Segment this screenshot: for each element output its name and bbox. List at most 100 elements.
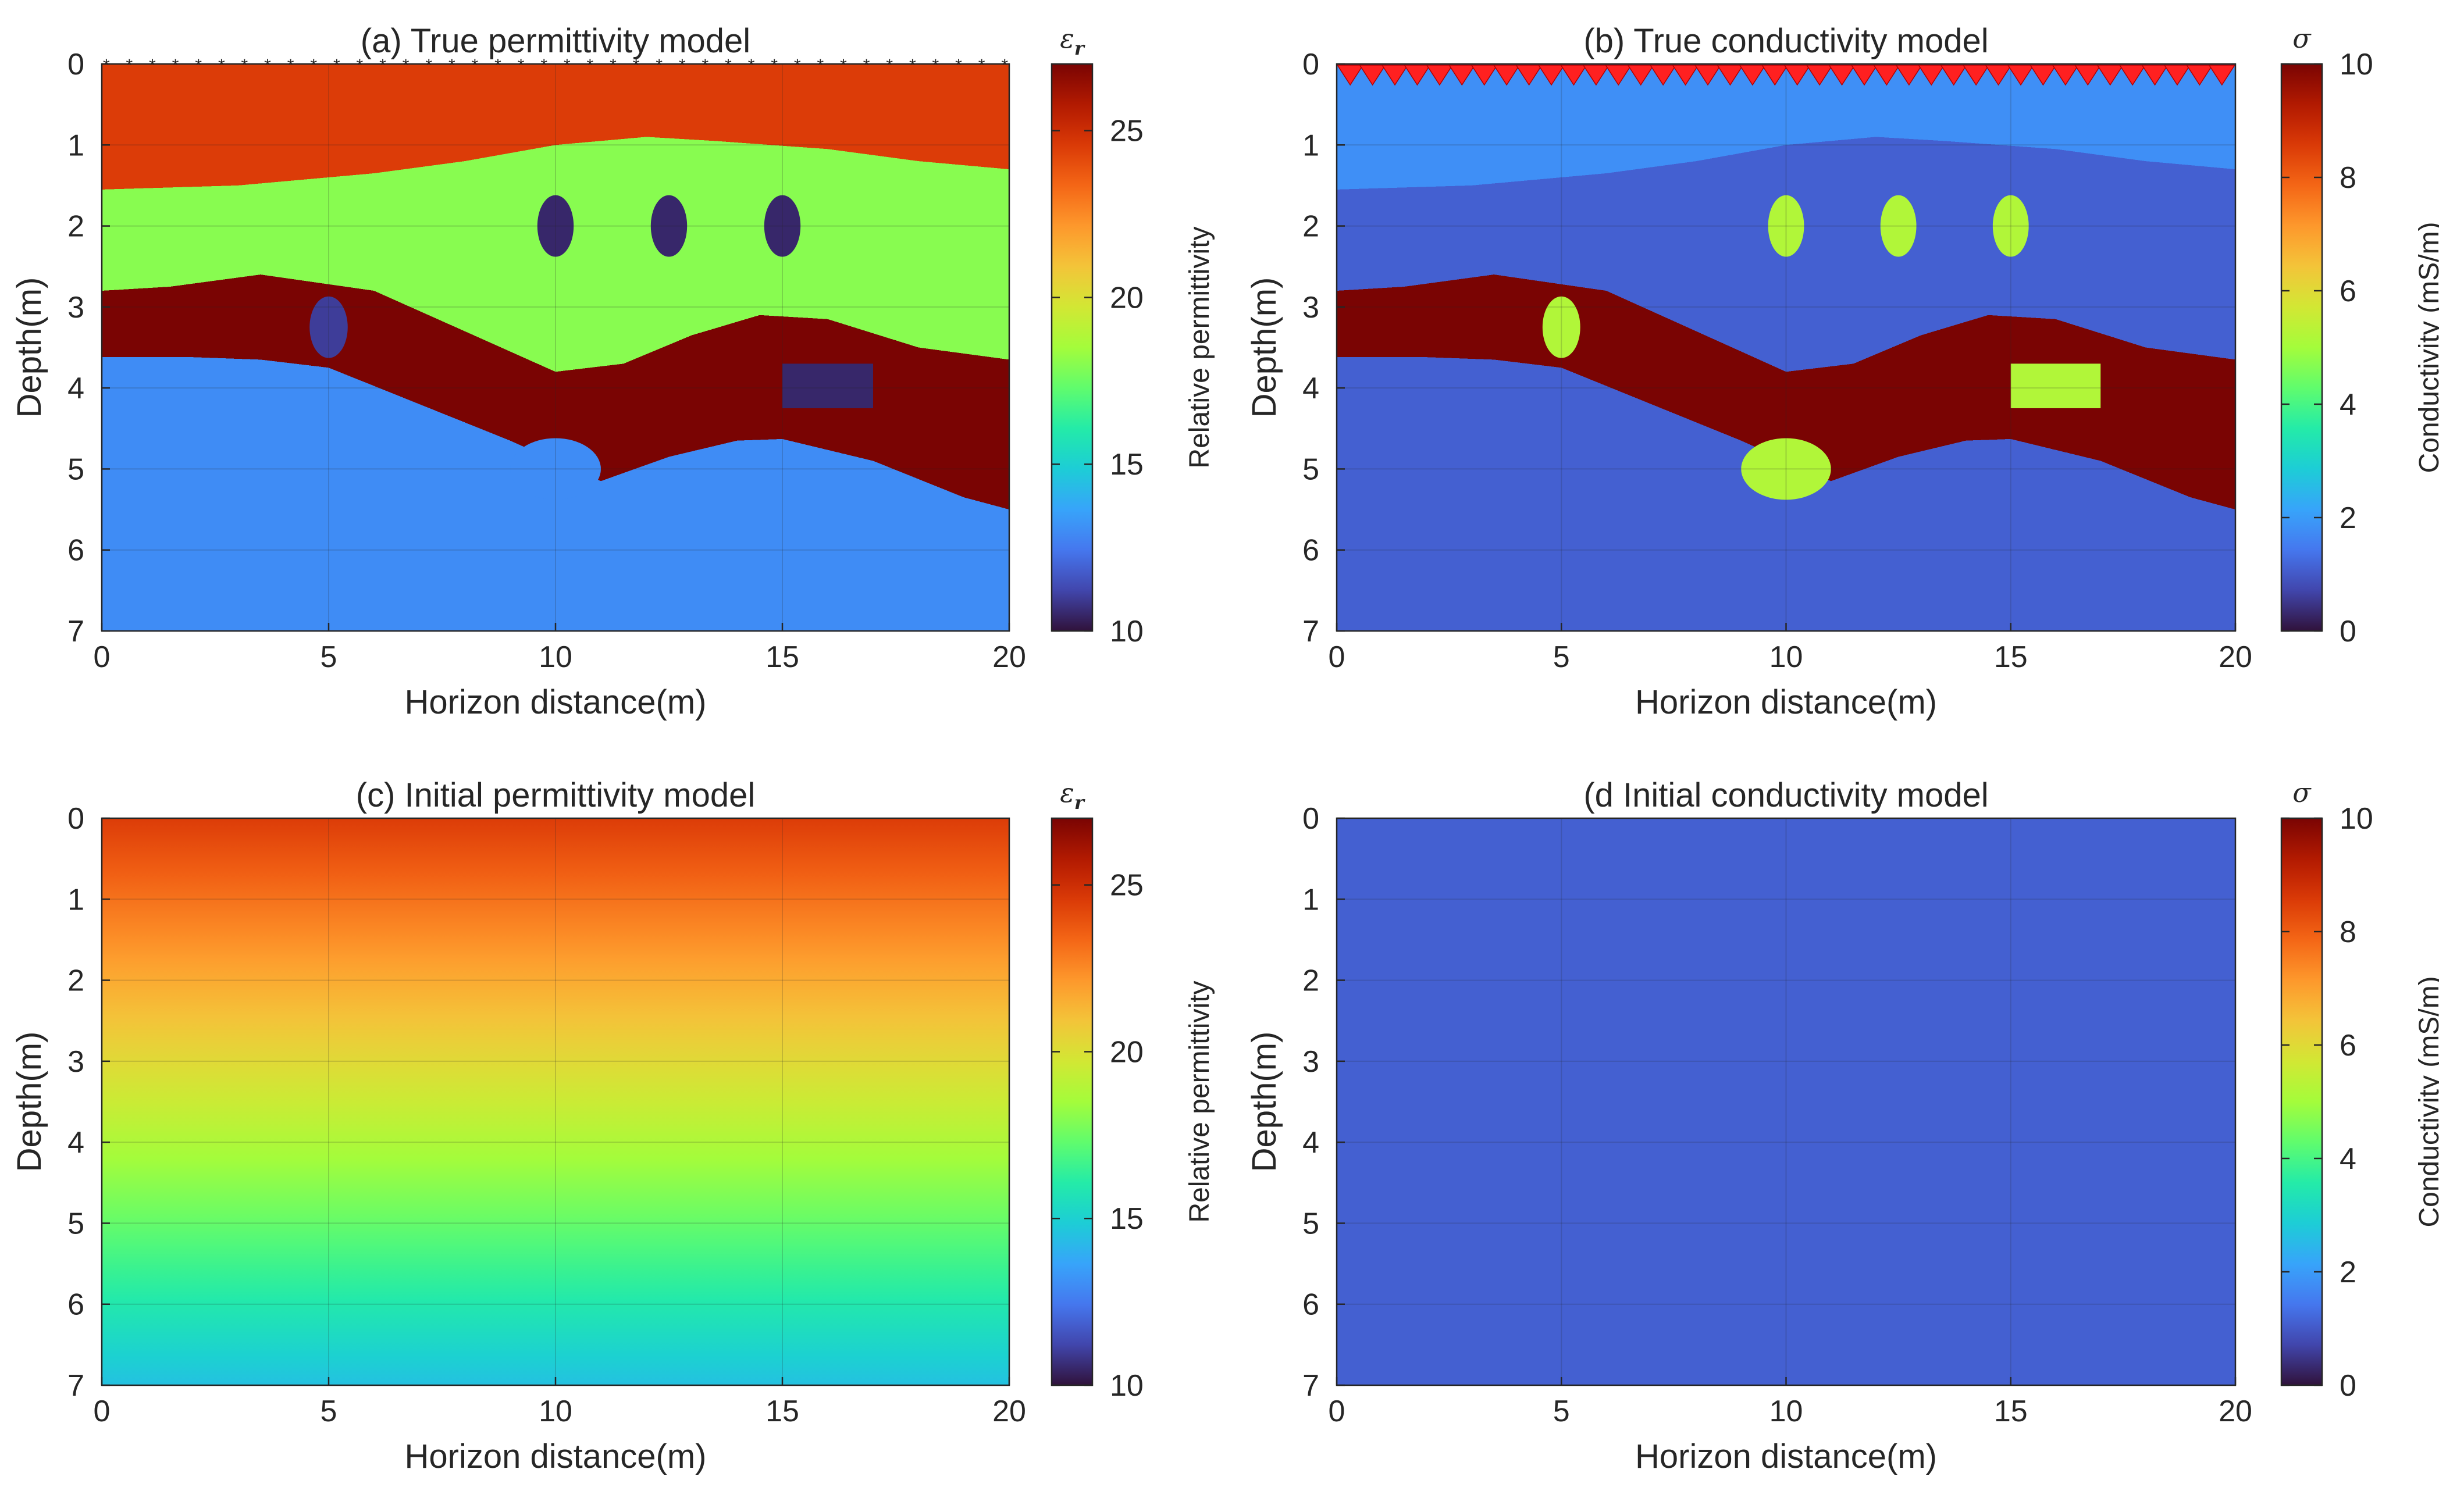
receiver-star: *: [472, 56, 479, 75]
x-axis-label: Horizon distance(m): [405, 683, 707, 721]
receiver-star: *: [448, 56, 455, 75]
receiver-star: *: [540, 56, 547, 75]
x-tick-label: 5: [1553, 1395, 1570, 1428]
gradient-field: [102, 818, 1009, 1385]
receiver-star: *: [172, 56, 179, 75]
x-tick-label: 15: [1994, 640, 2028, 674]
colorbar-symbol-main: σ: [2292, 23, 2312, 54]
receiver-star: *: [333, 56, 340, 75]
colorbar-symbol: σ: [2292, 777, 2312, 808]
source-triangle: [2118, 65, 2146, 86]
source-triangle: [1873, 65, 1900, 86]
y-tick-label: 5: [67, 452, 84, 486]
receiver-star: *: [403, 56, 410, 75]
x-tick-label: 0: [1329, 1395, 1345, 1428]
source-triangle: [1560, 65, 1587, 86]
receiver-star: *: [264, 56, 271, 75]
y-tick-label: 0: [67, 48, 84, 81]
y-tick-label: 1: [67, 883, 84, 917]
chart-title: (c) Initial permittivity model: [356, 776, 755, 814]
x-tick-label: 0: [94, 640, 111, 674]
x-tick-label: 20: [2219, 1395, 2252, 1428]
y-tick-label: 2: [67, 964, 84, 998]
colorbar-bar: [2280, 817, 2323, 1386]
colorbar-tick-label: 15: [1110, 1202, 1144, 1236]
layer-top: [1337, 64, 2235, 190]
x-axis-label: Horizon distance(m): [1635, 683, 1937, 721]
receiver-star: *: [679, 56, 686, 75]
y-axis-label: Depth(m): [1245, 1032, 1283, 1172]
layer-top: [102, 64, 1009, 190]
model-field: [102, 64, 1009, 631]
colorbar-symbol-main: ε: [1060, 23, 1074, 54]
colorbar-tick-label: 2: [2340, 501, 2356, 535]
y-tick-label: 4: [67, 1126, 84, 1160]
x-axis-label: Horizon distance(m): [1635, 1438, 1937, 1475]
colorbar-symbol-main: σ: [2292, 777, 2312, 808]
colorbar-tick-label: 25: [1110, 869, 1144, 903]
model-field: [102, 818, 1009, 1385]
receiver-star: *: [103, 56, 110, 75]
source-triangle: [1604, 65, 1632, 86]
receiver-star: *: [863, 56, 870, 75]
source-triangle: [1582, 65, 1610, 86]
receiver-star: *: [195, 56, 202, 75]
colorbar-symbol-subscript: r: [1074, 37, 1085, 59]
colorbar-label: Relative permittivity: [1184, 980, 1215, 1222]
x-tick-label: 10: [539, 640, 572, 674]
colorbar-tick-label: 6: [2340, 1029, 2356, 1062]
inclusion-rectangle: [782, 363, 873, 408]
y-tick-label: 1: [67, 129, 84, 162]
source-triangle: [1828, 65, 1856, 86]
source-triangle: [1850, 65, 1878, 86]
colorbar-tick-label: 10: [1110, 1369, 1144, 1403]
receiver-star: *: [817, 56, 824, 75]
receiver-star: *: [886, 56, 893, 75]
y-axis-label: Depth(m): [10, 277, 48, 418]
colorbar: 10 15 20 25 εr Relative permittivity: [1051, 23, 1215, 648]
x-tick-label: 15: [765, 1395, 799, 1428]
colorbar-tick-label: 20: [1110, 281, 1144, 315]
receiver-star: *: [587, 56, 594, 75]
source-triangle: [1515, 65, 1543, 86]
y-tick-label: 2: [1302, 964, 1319, 998]
chart-title: (a) True permittivity model: [361, 22, 750, 60]
x-tick-label: 15: [765, 640, 799, 674]
source-triangle: [1381, 65, 1409, 86]
inclusion-ellipse: [1542, 296, 1580, 358]
receiver-star: *: [656, 56, 663, 75]
inclusion-ellipse: [764, 195, 801, 257]
colorbar-label: Conductivity (mS/m): [2414, 222, 2439, 473]
source-triangle: [1493, 65, 1521, 86]
receiver-star: *: [1001, 56, 1008, 75]
y-tick-label: 0: [1302, 48, 1319, 81]
inclusion-ellipse: [1880, 195, 1917, 257]
y-axis-label: Depth(m): [10, 1032, 48, 1172]
y-tick-label: 3: [67, 1045, 84, 1079]
source-triangle: [1359, 65, 1386, 86]
y-tick-label: 5: [1302, 452, 1319, 486]
receiver-star: *: [218, 56, 225, 75]
x-axis-label: Horizon distance(m): [405, 1438, 707, 1475]
inclusion-rectangle: [2010, 363, 2101, 408]
source-triangle: [1806, 65, 1833, 86]
colorbar-tick-label: 8: [2340, 915, 2356, 949]
receiver-star: *: [379, 56, 386, 75]
inclusion-ellipse: [1741, 438, 1831, 500]
inclusion-ellipse: [650, 195, 688, 257]
uniform-field: [1337, 818, 2235, 1385]
receiver-star: *: [357, 56, 364, 75]
colorbar-symbol-subscript: r: [1074, 791, 1085, 814]
chart-title: (b) True conductivity model: [1583, 22, 1988, 60]
receiver-star: *: [794, 56, 801, 75]
receiver-star: *: [978, 56, 985, 75]
colorbar-tick-label: 0: [2340, 615, 2356, 648]
receiver-star: *: [932, 56, 939, 75]
y-tick-label: 6: [67, 534, 84, 568]
source-triangle: [1783, 65, 1811, 86]
source-triangle: [2029, 65, 2057, 86]
inclusion-ellipse: [309, 296, 348, 358]
